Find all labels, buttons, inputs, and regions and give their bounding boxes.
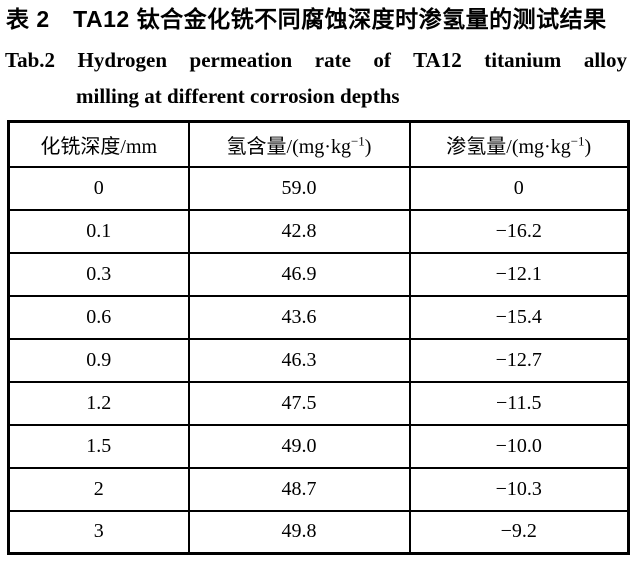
table-cell: 49.8 [187, 509, 411, 555]
table-cell: 46.3 [187, 337, 411, 383]
table-cell: −9.2 [408, 509, 630, 555]
table-cell: 0.9 [7, 337, 190, 383]
table-cell: 0 [7, 165, 190, 211]
table-cell: 1.2 [7, 380, 190, 426]
table-cell: 1.5 [7, 423, 190, 469]
table-cell: −12.1 [408, 251, 630, 297]
table-row: 0.1 42.8 −16.2 [7, 208, 630, 254]
column-header-milling-depth: 化铣深度/mm [7, 120, 190, 168]
table-cell: 46.9 [187, 251, 411, 297]
table-cell: 42.8 [187, 208, 411, 254]
column-header-permeation-rate: 渗氢量/(mg·kg−1) [408, 120, 630, 168]
header-unit-prefix: 氢含量/(mg·kg [226, 135, 351, 158]
table-caption-english-line1: Tab.2 Hydrogen permeation rate of TA12 t… [5, 48, 627, 72]
table-cell: 47.5 [187, 380, 411, 426]
table-caption-english-line2: milling at different corrosion depths [76, 84, 400, 108]
table-row: 3 49.8 −9.2 [7, 509, 630, 555]
header-unit-superscript: −1 [570, 133, 585, 149]
header-unit-superscript: −1 [350, 133, 365, 149]
table-cell: 0.3 [7, 251, 190, 297]
header-unit-suffix: ) [584, 135, 592, 158]
table-cell: −15.4 [408, 294, 630, 340]
table-row: 0.6 43.6 −15.4 [7, 294, 630, 340]
header-unit-prefix: 渗氢量/(mg·kg [446, 135, 571, 158]
data-table: 化铣深度/mm 氢含量/(mg·kg−1) 渗氢量/(mg·kg−1) 0 59… [7, 120, 630, 555]
table-cell: −11.5 [408, 380, 630, 426]
table-row: 1.5 49.0 −10.0 [7, 423, 630, 469]
column-header-hydrogen-content: 氢含量/(mg·kg−1) [187, 120, 411, 168]
table-cell: −10.3 [408, 466, 630, 512]
table-caption-chinese: 表 2 TA12 钛合金化铣不同腐蚀深度时渗氢量的测试结果 [6, 6, 607, 32]
table-cell: 48.7 [187, 466, 411, 512]
table-row: 0.3 46.9 −12.1 [7, 251, 630, 297]
header-row: 化铣深度/mm 氢含量/(mg·kg−1) 渗氢量/(mg·kg−1) [7, 120, 630, 168]
table-cell: 49.0 [187, 423, 411, 469]
table-cell: 43.6 [187, 294, 411, 340]
table-cell: 2 [7, 466, 190, 512]
table-row: 2 48.7 −10.3 [7, 466, 630, 512]
table-body: 0 59.0 0 0.1 42.8 −16.2 0.3 46.9 −12.1 0… [7, 165, 630, 555]
paper-table-figure: 表 2 TA12 钛合金化铣不同腐蚀深度时渗氢量的测试结果 Tab.2 Hydr… [0, 4, 632, 562]
table-row: 1.2 47.5 −11.5 [7, 380, 630, 426]
table-cell: −10.0 [408, 423, 630, 469]
table-cell: −16.2 [408, 208, 630, 254]
table-cell: 0.1 [7, 208, 190, 254]
table-row: 0 59.0 0 [7, 165, 630, 211]
table-cell: 0.6 [7, 294, 190, 340]
table-cell: −12.7 [408, 337, 630, 383]
table-cell: 59.0 [187, 165, 411, 211]
header-unit-suffix: ) [364, 135, 372, 158]
table-row: 0.9 46.3 −12.7 [7, 337, 630, 383]
table-cell: 3 [7, 509, 190, 555]
table-cell: 0 [408, 165, 630, 211]
